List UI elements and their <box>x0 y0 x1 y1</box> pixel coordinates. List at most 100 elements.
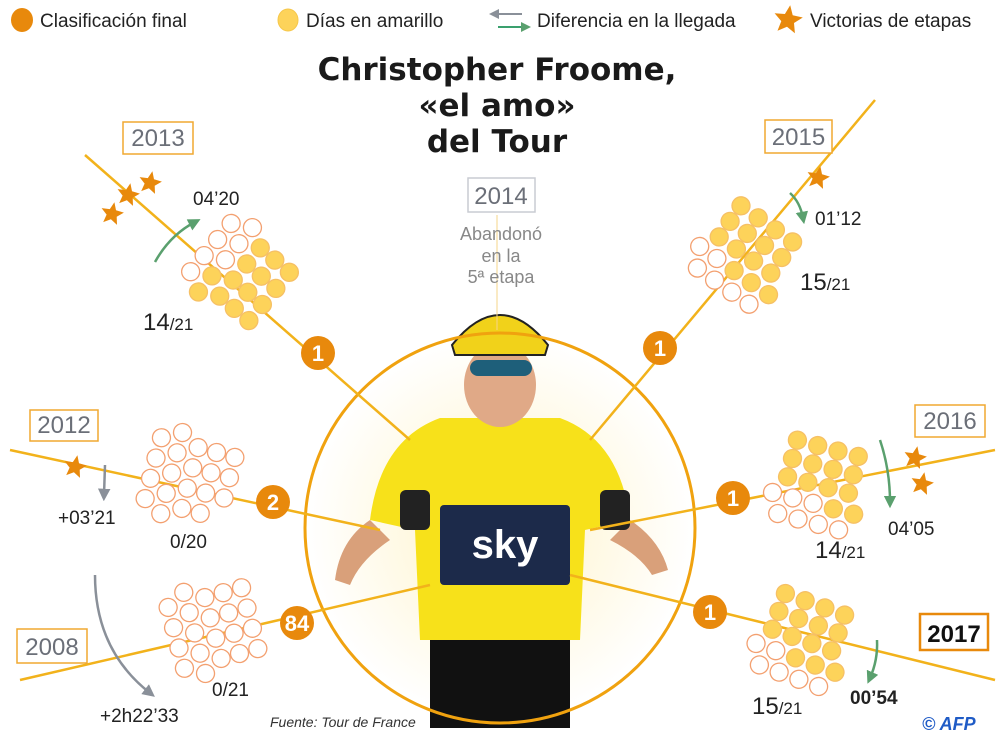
yellow-day-dot <box>787 430 808 450</box>
yellow-day-dot <box>731 196 751 216</box>
stage-win-star-icon <box>139 171 162 194</box>
stage-dot <box>211 648 231 669</box>
final-rank: 2 <box>267 490 279 515</box>
title-line: «el amo» <box>418 88 575 124</box>
year-2014: 2014 Abandonó en la 5ª etapa <box>460 177 542 330</box>
yellow-day-dot <box>720 211 740 232</box>
year-2015: 1 2015 01’12 15/21 <box>589 99 876 441</box>
yellow-days-count: 15/21 <box>752 693 802 720</box>
yellow-days-dots <box>158 578 268 684</box>
yellow-day-dot <box>202 266 222 286</box>
time-loss-arrow-icon <box>97 464 111 502</box>
stage-dot <box>242 217 263 238</box>
year-label-box <box>16 628 88 664</box>
stage-dot <box>229 234 249 254</box>
yellow-day-dot <box>761 263 781 283</box>
stage-dot <box>169 638 189 658</box>
yellow-circle-icon <box>277 8 299 32</box>
yellow-day-dot <box>758 285 779 305</box>
yellow-day-dot <box>785 648 806 668</box>
yellow-day-dot <box>825 662 845 682</box>
yellow-day-dot <box>803 454 823 474</box>
yellow-days-number: 14 <box>815 537 842 564</box>
yellow-day-dot <box>821 641 842 661</box>
year-2017: 1 2017 00’54 15/21 <box>569 573 996 720</box>
yellow-day-dot <box>782 626 802 647</box>
stage-dot <box>201 463 221 483</box>
year-label-box <box>764 119 833 154</box>
yellow-day-dot <box>210 286 230 306</box>
year-2013: 1 2013 04’20 14/21 <box>84 121 411 441</box>
year-label-box <box>467 177 536 213</box>
yellow-day-dot <box>754 235 775 256</box>
stage-dot <box>151 428 172 448</box>
yellow-days-count: 0/20 <box>170 532 207 553</box>
stage-dot <box>762 482 783 503</box>
stage-dot <box>200 608 220 628</box>
yellow-day-dot <box>188 282 209 302</box>
stage-dot <box>707 248 727 269</box>
yellow-day-dot <box>808 616 829 636</box>
stage-dot <box>195 587 215 608</box>
page-title: Christopher Froome, «el amo» del Tour <box>318 52 677 160</box>
yellow-day-dot <box>237 254 257 274</box>
final-rank: 1 <box>704 600 716 625</box>
yellow-day-dot <box>762 619 783 639</box>
source-note: Fuente: Tour de France <box>270 714 416 730</box>
yellow-day-dot <box>844 504 864 524</box>
stage-dot <box>183 458 203 478</box>
arrows-icon <box>489 9 531 32</box>
stage-dot <box>190 643 210 663</box>
stage-dot <box>167 443 187 463</box>
yellow-day-dot <box>828 441 848 461</box>
stage-dot <box>215 250 236 270</box>
year-2012: 2 2012 +03’21 0/20 <box>9 409 381 553</box>
yellow-day-dot <box>828 623 848 643</box>
year-label-box <box>914 404 986 438</box>
yellow-days-dots <box>762 430 868 540</box>
yellow-day-dot <box>724 260 744 281</box>
yellow-day-dot <box>223 270 243 290</box>
yellow-day-dot <box>788 608 809 629</box>
center-ring <box>303 331 697 725</box>
stage-dot <box>766 641 786 661</box>
yellow-days-dots <box>746 583 855 697</box>
yellow-day-dot <box>843 465 863 485</box>
stage-dot <box>163 618 184 638</box>
stage-dot <box>248 638 268 659</box>
stage-dot <box>225 447 245 468</box>
stage-dot <box>242 618 263 638</box>
time-difference: 04’20 <box>193 189 240 210</box>
year-label: 2016 <box>923 408 976 435</box>
yellow-day-dot <box>818 478 838 498</box>
yellow-day-dot <box>838 483 859 503</box>
stage-win-star-icon <box>117 183 140 206</box>
year-groups: 1 2013 04’20 14/21 1 2015 01’12 15/21 2 2012 +03’2… <box>9 99 996 727</box>
stage-dot <box>739 294 759 314</box>
star-icon <box>774 5 803 34</box>
legend-label: Diferencia en la llegada <box>537 11 736 32</box>
yellow-day-dot <box>777 467 798 487</box>
yellow-days-number: 15 <box>752 693 779 720</box>
yellow-days-count: 0/21 <box>212 680 249 701</box>
yellow-day-dot <box>252 294 273 315</box>
stage-dot <box>229 643 250 664</box>
stage-win-star-icon <box>911 472 934 495</box>
time-difference: 00’54 <box>850 688 898 709</box>
stage-win-star-icon <box>807 166 830 189</box>
final-rank: 1 <box>312 341 324 366</box>
yellow-day-dot <box>848 446 868 467</box>
yellow-day-dot <box>823 499 844 519</box>
note-line: 5ª etapa <box>468 267 536 287</box>
stage-dot <box>135 488 155 509</box>
yellow-days-count: 14/21 <box>815 537 865 564</box>
time-gain-arrow-icon <box>789 192 808 225</box>
connector-line <box>569 573 996 682</box>
total-stages: /21 <box>779 699 803 718</box>
stage-dot <box>206 442 227 463</box>
yellow-day-dot <box>741 272 761 293</box>
yellow-days-count: 15/21 <box>800 269 850 296</box>
legend-label: Victorias de etapas <box>810 11 971 32</box>
stage-dot <box>231 578 252 598</box>
